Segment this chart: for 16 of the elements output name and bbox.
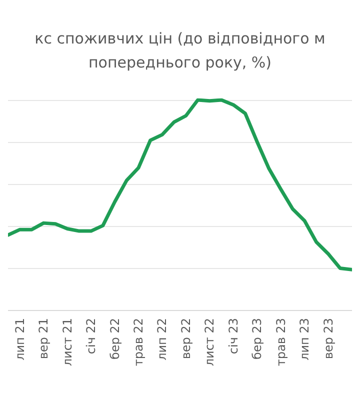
x-tick-label: січ 23 bbox=[226, 318, 240, 354]
x-tick-label: лип 21 bbox=[12, 318, 27, 360]
x-tick-label: бер 22 bbox=[108, 318, 122, 360]
x-tick-label: бер 23 bbox=[250, 318, 264, 360]
x-tick-label: січ 22 bbox=[84, 318, 98, 354]
chart-title: кс споживчих цін (до відповідного м bbox=[34, 30, 326, 48]
x-tick-label: вер 23 bbox=[321, 318, 336, 360]
chart-subtitle: попереднього року, %) bbox=[88, 54, 272, 72]
x-tick-label: вер 21 bbox=[36, 318, 51, 360]
x-tick-label: лип 23 bbox=[298, 318, 312, 360]
x-tick-label: вер 22 bbox=[178, 318, 193, 360]
x-tick-label: трав 22 bbox=[131, 318, 146, 366]
x-tick-label: лип 22 bbox=[155, 318, 170, 360]
x-tick-label: лист 22 bbox=[202, 318, 217, 366]
x-tick-label: трав 23 bbox=[274, 318, 288, 366]
x-tick-label: лист 21 bbox=[60, 318, 74, 366]
